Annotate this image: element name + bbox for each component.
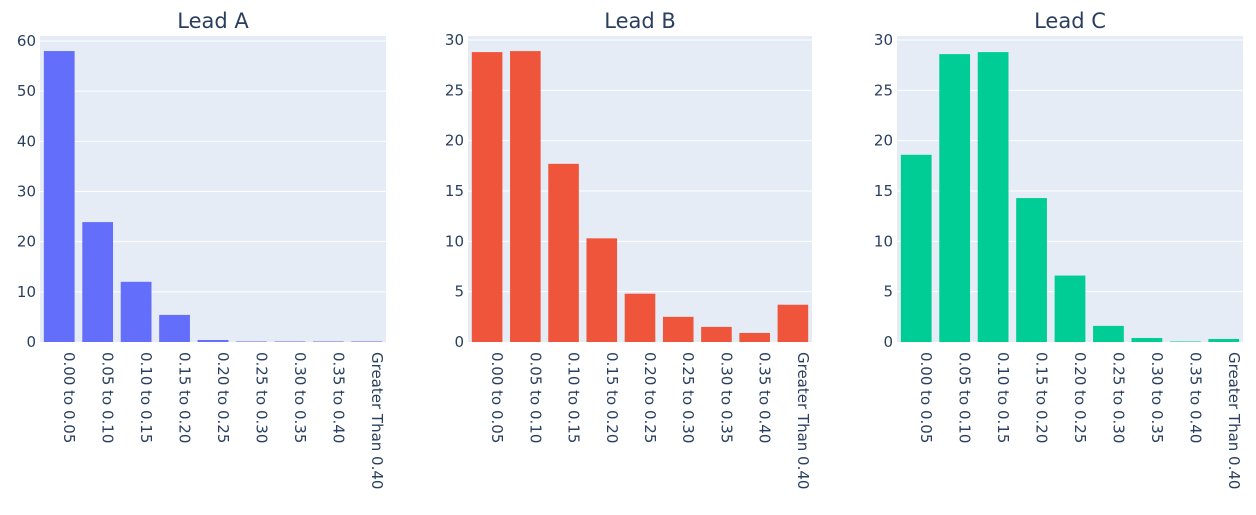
y-tick-label: 0 xyxy=(26,333,36,351)
bar xyxy=(701,326,732,342)
x-tick-label: 0.35 to 0.40 xyxy=(1186,352,1204,443)
bar xyxy=(977,52,1009,343)
bar xyxy=(159,314,190,342)
bar xyxy=(662,316,694,342)
x-tick-label: 0.35 to 0.40 xyxy=(329,352,347,443)
y-tick-label: 5 xyxy=(883,283,893,301)
bar xyxy=(197,339,229,342)
y-tick-label: 0 xyxy=(454,333,464,351)
y-tick-label: 50 xyxy=(17,82,36,100)
chart-panel-1: 0 10 20 30 40 50 60 0.00 to 0.05 0.05 to 0.10 0.1… xyxy=(17,9,386,489)
x-tick-label: 0.15 to 0.20 xyxy=(1033,352,1051,443)
y-tick-label: 30 xyxy=(445,31,464,49)
bar xyxy=(312,341,344,342)
y-tick-label: 20 xyxy=(874,132,893,150)
y-tick-label: 20 xyxy=(445,132,464,150)
bar xyxy=(1131,337,1163,342)
y-tick-label: 25 xyxy=(874,81,893,99)
y-tick-label: 10 xyxy=(17,283,36,301)
y-tick-label: 10 xyxy=(445,232,464,250)
x-tick-label: 0.25 to 0.30 xyxy=(252,352,270,443)
bar xyxy=(900,154,932,342)
bar xyxy=(82,222,114,342)
bar xyxy=(1093,325,1124,342)
x-tick-label: 0.20 to 0.25 xyxy=(214,352,232,443)
x-tick-label: 0.05 to 0.10 xyxy=(526,352,544,443)
chart-title: Lead B xyxy=(604,9,676,33)
x-tick-label: 0.25 to 0.30 xyxy=(679,352,697,443)
x-tick-label: 0.15 to 0.20 xyxy=(603,352,621,443)
x-tick-label: Greater Than 0.40 xyxy=(1225,352,1243,489)
x-tick-label: 0.10 to 0.15 xyxy=(565,352,583,443)
y-tick-label: 15 xyxy=(445,182,464,200)
bar xyxy=(351,341,383,342)
bar xyxy=(939,54,971,343)
bar xyxy=(777,304,809,342)
y-tick-label: 40 xyxy=(17,132,36,150)
y-tick-label: 15 xyxy=(874,182,893,200)
bar xyxy=(43,51,75,342)
bar xyxy=(510,51,541,342)
x-tick-label: 0.25 to 0.30 xyxy=(1109,352,1127,443)
bar xyxy=(1016,198,1047,342)
x-tick-label: 0.00 to 0.05 xyxy=(917,352,935,443)
bar xyxy=(236,341,267,342)
x-tick-label: 0.30 to 0.35 xyxy=(1148,352,1166,443)
bar xyxy=(739,332,770,342)
bar xyxy=(120,281,152,342)
x-tick-label: 0.30 to 0.35 xyxy=(717,352,735,443)
chart-title: Lead A xyxy=(177,9,249,33)
bar xyxy=(1169,341,1201,342)
y-tick-label: 5 xyxy=(454,283,464,301)
x-tick-label: 0.20 to 0.25 xyxy=(641,352,659,443)
chart-panel-2: 0 5 10 15 20 25 30 0.00 to 0.05 0.05 to 0.10 0.10… xyxy=(445,9,812,489)
x-tick-label: Greater Than 0.40 xyxy=(794,352,812,489)
bar xyxy=(548,163,579,342)
x-tick-label: 0.00 to 0.05 xyxy=(488,352,506,443)
x-tick-label: Greater Than 0.40 xyxy=(368,352,386,489)
x-tick-label: 0.10 to 0.15 xyxy=(994,352,1012,443)
y-tick-label: 0 xyxy=(883,333,893,351)
chart-title: Lead C xyxy=(1034,9,1106,33)
x-tick-label: 0.00 to 0.05 xyxy=(60,352,78,443)
y-tick-label: 25 xyxy=(445,81,464,99)
x-tick-label: 0.05 to 0.10 xyxy=(956,352,974,443)
x-tick-label: 0.30 to 0.35 xyxy=(291,352,309,443)
x-tick-label: 0.10 to 0.15 xyxy=(137,352,155,443)
bar xyxy=(274,341,306,342)
bar xyxy=(624,293,656,342)
y-tick-label: 10 xyxy=(874,232,893,250)
chart-panel-3: 0 5 10 15 20 25 30 0.00 to 0.05 0.05 to 0.10 0.10… xyxy=(874,9,1243,489)
bar xyxy=(1054,275,1086,342)
bar xyxy=(586,238,618,342)
y-tick-label: 60 xyxy=(17,32,36,50)
x-tick-label: 0.15 to 0.20 xyxy=(176,352,194,443)
x-tick-label: 0.35 to 0.40 xyxy=(756,352,774,443)
y-tick-label: 30 xyxy=(874,31,893,49)
y-tick-label: 30 xyxy=(17,183,36,201)
bar xyxy=(1208,338,1240,342)
x-tick-label: 0.20 to 0.25 xyxy=(1071,352,1089,443)
x-tick-label: 0.05 to 0.10 xyxy=(99,352,117,443)
bar xyxy=(471,52,503,343)
y-tick-label: 20 xyxy=(17,233,36,251)
